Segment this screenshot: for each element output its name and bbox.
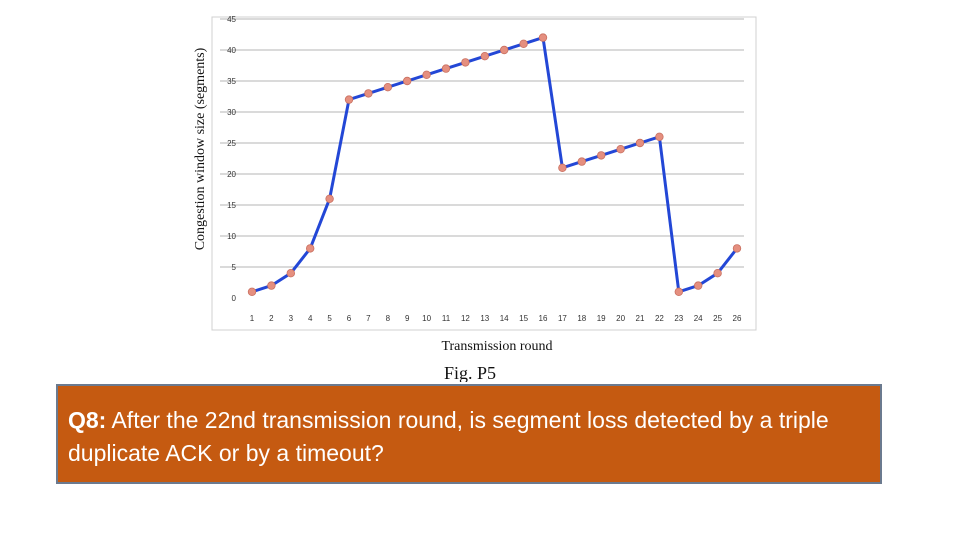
y-tick-label: 10 [227,232,236,241]
x-tick-label: 20 [616,314,625,323]
x-tick-label: 24 [694,314,703,323]
y-tick-label: 45 [227,15,236,24]
x-tick-label: 26 [733,314,742,323]
x-tick-label: 22 [655,314,664,323]
data-point [267,281,276,290]
data-point [694,281,703,290]
x-tick-label: 10 [422,314,431,323]
x-tick-label: 15 [519,314,528,323]
data-point [519,39,528,48]
data-point [247,287,257,296]
question-text: Q8: After the 22nd transmission round, i… [68,404,870,470]
question-label: Q8: [68,407,107,433]
data-point [422,70,431,79]
x-tick-label: 21 [636,314,645,323]
data-point [713,269,722,278]
x-tick-label: 16 [539,314,548,323]
x-tick-label: 13 [480,314,489,323]
x-tick-labels: 1 2 3 4 5 6 7 8 9 10 11 12 13 14 15 16 17 18 19 20 21 22 23 24 2… [250,314,742,323]
data-point [461,58,470,67]
data-point [674,287,683,296]
data-point [732,244,742,253]
data-point [383,82,392,92]
data-point [597,151,606,160]
x-tick-label: 3 [289,314,294,323]
data-point [305,244,315,253]
y-tick-label: 30 [227,108,236,117]
data-point [616,144,625,154]
x-tick-label: 12 [461,314,470,323]
congestion-window-chart: 0 5 10 15 20 25 30 35 40 45 1 2 3 4 5 6 7 8 9 10 11 12 13 14 15… [180,12,760,382]
x-tick-label: 17 [558,314,567,323]
y-tick-labels: 0 5 10 15 20 25 30 35 40 45 [227,15,236,303]
data-point [441,64,451,73]
x-tick-label: 18 [577,314,586,323]
x-tick-label: 11 [442,314,451,323]
y-tick-label: 5 [232,263,237,272]
data-points [247,33,742,296]
data-point [558,163,567,172]
y-tick-label: 15 [227,201,236,210]
grid-lines [220,18,744,268]
y-tick-label: 35 [227,77,236,86]
data-point [635,138,645,148]
x-tick-label: 25 [713,314,722,323]
x-tick-label: 8 [386,314,391,323]
x-axis-title: Transmission round [441,339,552,354]
data-point [480,52,489,61]
data-point [577,157,586,166]
data-point [402,76,412,86]
question-box: Q8: After the 22nd transmission round, i… [56,384,882,484]
question-body: After the 22nd transmission round, is se… [68,407,829,466]
x-tick-label: 9 [405,314,410,323]
x-tick-label: 14 [500,314,509,323]
y-tick-label: 20 [227,170,236,179]
y-tick-label: 25 [227,139,236,148]
data-point [364,89,373,98]
figure-caption: Fig. P5 [444,363,496,382]
x-tick-label: 5 [327,314,332,323]
x-tick-label: 6 [347,314,352,323]
data-point [325,194,334,203]
data-point [500,45,509,55]
x-tick-label: 2 [269,314,274,323]
data-point [344,95,354,104]
x-tick-label: 1 [250,314,255,323]
x-tick-label: 19 [597,314,606,323]
x-tick-label: 23 [674,314,683,323]
y-axis-title: Congestion window size (segments) [193,47,208,250]
y-tick-label: 0 [232,294,237,303]
data-point [538,33,548,42]
x-tick-label: 7 [366,314,371,323]
y-tick-label: 40 [227,46,236,55]
x-tick-label: 4 [308,314,313,323]
data-point [655,132,664,141]
data-point [286,269,295,278]
